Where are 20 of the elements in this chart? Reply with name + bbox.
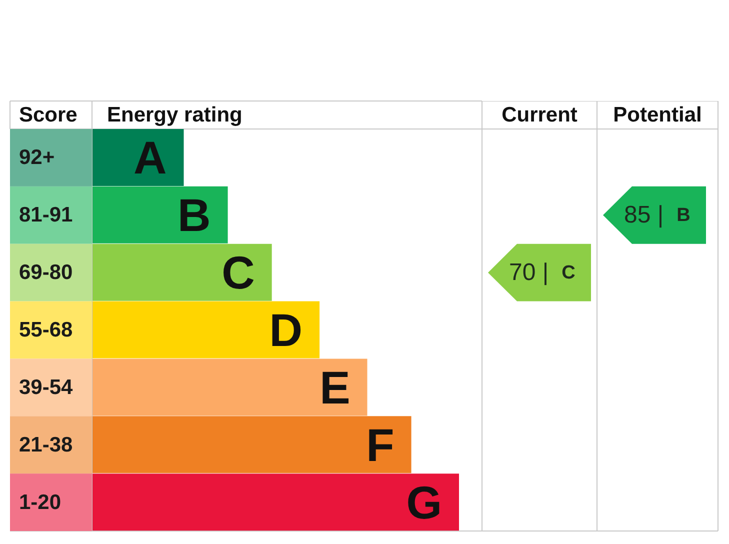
y-tick-label: 21-38 <box>19 433 74 456</box>
y-tick-label: 81-91 <box>19 204 74 227</box>
y-tick-label: 55-68 <box>19 318 74 342</box>
y-tick-label: 39-54 <box>19 376 74 399</box>
text: Potential <box>613 104 702 126</box>
annotation: E <box>320 361 350 414</box>
annotation: A <box>134 132 167 184</box>
text: 70 | C <box>509 259 576 286</box>
annotation: F <box>366 418 394 471</box>
text: 85 | B <box>624 202 690 229</box>
text: Current <box>502 104 578 126</box>
y-tick-label: 92+ <box>19 146 55 170</box>
annotation: G <box>406 476 442 528</box>
annotation: D <box>269 304 303 356</box>
x-axis-title: Energy rating <box>107 104 242 126</box>
annotation: C <box>222 246 255 299</box>
annotation: B <box>178 189 211 242</box>
y-axis-title: Score <box>19 104 78 126</box>
y-tick-label: 69-80 <box>19 261 73 284</box>
y-tick-label: 1-20 <box>19 490 62 514</box>
